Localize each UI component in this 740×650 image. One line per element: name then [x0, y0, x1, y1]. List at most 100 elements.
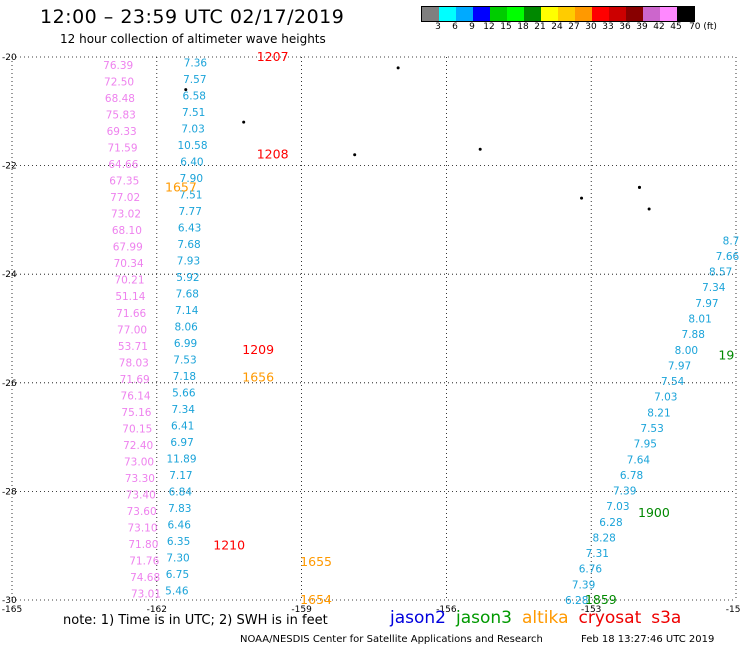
- wave-height-value: 8.21: [647, 407, 670, 419]
- y-tick-label: -26: [2, 379, 17, 389]
- x-tick-label: -150: [726, 605, 740, 615]
- y-tick-label: -22: [2, 162, 17, 172]
- wave-height-value: 68.48: [105, 93, 135, 105]
- legend-jason2: jason2: [390, 608, 446, 628]
- colorbar-swatch: [507, 7, 524, 21]
- wave-height-value: 71.80: [128, 539, 158, 551]
- wave-height-value: 8.01: [688, 314, 711, 326]
- wave-height-value: 7.34: [702, 282, 726, 294]
- time-label: 1210: [213, 538, 245, 553]
- wave-height-value: 7.03: [606, 501, 629, 513]
- wave-height-value: 7.90: [180, 173, 203, 185]
- wave-height-value: 7.53: [640, 423, 663, 435]
- generated-date: Feb 18 13:27:46 UTC 2019: [581, 634, 715, 645]
- colorbar-swatch: [660, 7, 677, 21]
- wave-height-value: 53.71: [118, 341, 148, 353]
- colorbar-swatch: [422, 7, 439, 21]
- wave-height-value: 7.34: [172, 404, 196, 416]
- colorbar-swatch: [592, 7, 609, 21]
- map-title: 12:00 – 23:59 UTC 02/17/2019: [40, 6, 345, 28]
- colorbar-swatch: [439, 7, 456, 21]
- colorbar-label: 27: [568, 22, 580, 32]
- wave-height-value: 7.95: [634, 439, 657, 451]
- wave-height-value: 8.06: [174, 322, 198, 334]
- wave-height-value: 70.15: [122, 423, 152, 435]
- wave-height-value: 8.57: [709, 267, 732, 279]
- wave-height-value: 72.50: [104, 77, 134, 89]
- colorbar-label: 6: [452, 22, 458, 32]
- island-dot: [396, 66, 400, 70]
- time-label: 1654: [300, 592, 332, 607]
- wave-height-value: 77.00: [117, 324, 147, 336]
- wave-height-value: 7.77: [179, 206, 202, 218]
- wave-height-value: 7.83: [168, 503, 191, 515]
- legend-cryosat: cryosat: [578, 608, 642, 628]
- wave-height-value: 6.97: [170, 437, 193, 449]
- y-tick-label: -28: [2, 487, 17, 497]
- colorbar-label: 24: [551, 22, 563, 32]
- wave-height-value: 11.89: [166, 454, 196, 466]
- wave-height-value: 8.00: [675, 345, 698, 357]
- colorbar-label: 36: [619, 22, 631, 32]
- wave-height-value: 76.14: [121, 390, 151, 402]
- wave-height-value: 7.64: [627, 454, 651, 466]
- time-label: 1656: [242, 369, 274, 384]
- wave-height-value: 7.53: [173, 355, 196, 367]
- wave-height-value: 76.39: [103, 60, 133, 72]
- colorbar-swatch: [575, 7, 592, 21]
- wave-height-value: 7.14: [175, 305, 199, 317]
- wave-height-value: 70.21: [114, 275, 144, 287]
- wave-height-value: 72.40: [123, 440, 153, 452]
- island-dot: [580, 196, 584, 200]
- wave-height-value: 8.73: [723, 235, 740, 247]
- wave-height-value: 75.16: [121, 407, 151, 419]
- wave-height-value: 6.99: [174, 338, 197, 350]
- colorbar-label: 30: [585, 22, 597, 32]
- legend-jason3: jason3: [456, 608, 512, 628]
- wave-height-value: 7.97: [668, 360, 691, 372]
- x-tick-label: -162: [147, 605, 167, 615]
- wave-height-value: 74.68: [130, 572, 160, 584]
- time-labels: 1207 1208 1209 1210 1657 1656 1655 1654 1900 1859…: [165, 49, 734, 607]
- wave-height-value: 7.97: [695, 298, 718, 310]
- island-markers: [184, 66, 651, 211]
- colorbar-swatch: [490, 7, 507, 21]
- wave-height-value: 71.76: [129, 555, 159, 567]
- map-subtitle: 12 hour collection of altimeter wave hei…: [60, 32, 326, 46]
- island-dot: [353, 153, 357, 157]
- wave-height-colorbar: [421, 6, 695, 22]
- footer-note: note: 1) Time is in UTC; 2) SWH is in fe…: [63, 613, 328, 628]
- credit-text: NOAA/NESDIS Center for Satellite Applica…: [240, 634, 543, 645]
- colorbar-swatch: [609, 7, 626, 21]
- colorbar-label: 18: [517, 22, 529, 32]
- x-tick-label: -156: [436, 605, 457, 615]
- x-tick-label: -165: [2, 605, 22, 615]
- wave-height-value: 6.75: [166, 569, 189, 581]
- wave-height-value: 7.54: [661, 376, 685, 388]
- wave-height-value: 73.01: [131, 588, 161, 600]
- wave-height-value: 10.58: [177, 140, 207, 152]
- time-label: 1655: [300, 554, 332, 569]
- colorbar-label: 12: [483, 22, 495, 32]
- wave-height-value: 67.35: [109, 176, 139, 188]
- wave-height-value: 5.46: [165, 586, 189, 598]
- wave-height-value: 78.03: [119, 357, 149, 369]
- wave-height-value: 7.66: [716, 251, 740, 263]
- island-dot: [478, 147, 482, 151]
- wave-height-value: 73.30: [125, 473, 155, 485]
- wave-height-value: 64.66: [108, 159, 138, 171]
- time-label: 1859: [585, 592, 617, 607]
- island-dot: [242, 120, 246, 124]
- map-grid: [11, 56, 737, 601]
- wave-height-value: 7.31: [586, 548, 609, 560]
- wave-height-value: 6.46: [168, 520, 192, 532]
- colorbar-label: 45: [670, 22, 682, 32]
- wave-height-value: 71.69: [120, 374, 150, 386]
- wave-height-value: 7.68: [176, 289, 199, 301]
- wave-height-value: 7.18: [173, 371, 196, 383]
- colorbar-label: 21: [534, 22, 546, 32]
- colorbar-swatch: [558, 7, 575, 21]
- y-tick-label: -20: [2, 53, 17, 63]
- x-tick-label: -159: [291, 605, 312, 615]
- wave-height-value: 73.40: [126, 489, 156, 501]
